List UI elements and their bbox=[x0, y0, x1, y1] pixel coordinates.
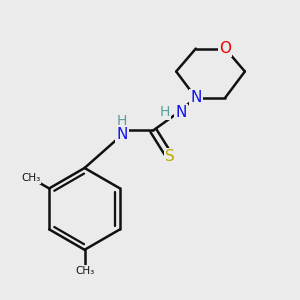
Text: H: H bbox=[160, 105, 170, 119]
Text: CH₃: CH₃ bbox=[21, 173, 40, 183]
Text: O: O bbox=[219, 41, 231, 56]
Text: N: N bbox=[176, 105, 187, 120]
Text: S: S bbox=[165, 149, 175, 164]
Text: N: N bbox=[116, 127, 128, 142]
Text: N: N bbox=[190, 90, 202, 105]
Text: H: H bbox=[117, 114, 128, 128]
Text: CH₃: CH₃ bbox=[75, 266, 94, 276]
